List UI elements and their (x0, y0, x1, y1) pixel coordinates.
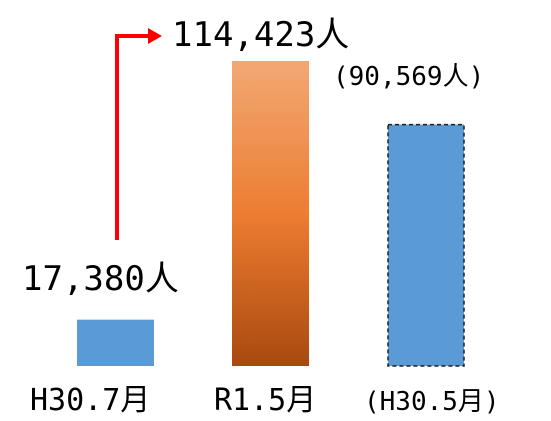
category-label-h30-7: H30.7月 (30, 383, 150, 418)
growth-arrow (115, 28, 162, 240)
bar-h30-5 (387, 123, 465, 367)
bar-h30-7 (77, 319, 154, 366)
data-label-h30-5: (90,569人) (333, 62, 484, 92)
category-label-r1-5: R1.5月 (214, 383, 316, 418)
data-label-r1-5: 114,423人 (172, 15, 349, 55)
bar-r1-5 (232, 61, 309, 366)
category-label-h30-5: (H30.5月) (364, 387, 500, 417)
data-label-h30-7: 17,380人 (22, 259, 179, 299)
